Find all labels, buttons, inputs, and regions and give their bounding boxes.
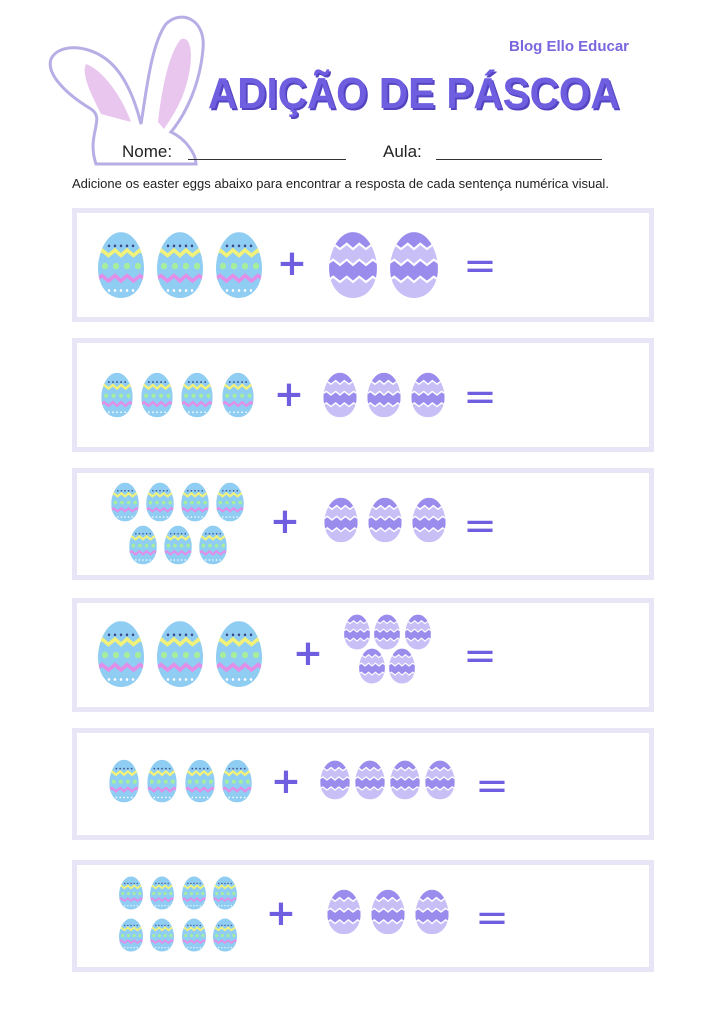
purple-egg-icon (411, 497, 447, 543)
purple-egg-icon (354, 760, 386, 800)
purple-egg-icon (343, 614, 371, 650)
purple-egg-icon (414, 889, 450, 935)
purple-egg-icon (366, 372, 402, 418)
blue-egg-icon (155, 620, 205, 688)
blue-egg-icon (221, 372, 255, 418)
blue-egg-icon (181, 876, 207, 910)
plus-sign: + (276, 243, 308, 284)
purple-egg-icon (388, 231, 440, 299)
blue-egg-icon (110, 482, 140, 522)
blue-egg-icon (214, 620, 264, 688)
purple-egg-icon (410, 372, 446, 418)
purple-egg-icon (319, 760, 351, 800)
blue-egg-icon (155, 231, 205, 299)
equals-sign-answer[interactable]: = (475, 763, 509, 809)
blue-egg-icon (163, 525, 193, 565)
class-label: Aula: (383, 142, 422, 161)
instructions: Adicione os easter eggs abaixo para enco… (72, 176, 609, 191)
purple-egg-icon (373, 614, 401, 650)
equals-sign-answer[interactable]: = (463, 503, 497, 549)
plus-sign: + (292, 633, 324, 674)
brand-label: Blog Ello Educar (509, 38, 630, 55)
purple-egg-icon (326, 889, 362, 935)
blue-egg-icon (180, 482, 210, 522)
purple-egg-icon (370, 889, 406, 935)
purple-egg-icon (327, 231, 379, 299)
blue-egg-icon (212, 918, 238, 952)
purple-egg-icon (323, 497, 359, 543)
blue-egg-icon (128, 525, 158, 565)
problem-box (72, 468, 654, 580)
blue-egg-icon (118, 876, 144, 910)
name-label: Nome: (122, 142, 173, 161)
blue-egg-icon (180, 372, 214, 418)
blue-egg-icon (140, 372, 174, 418)
plus-sign: + (270, 761, 302, 802)
purple-egg-icon (322, 372, 358, 418)
blue-egg-icon (118, 918, 144, 952)
blue-egg-icon (221, 759, 253, 803)
equals-sign-answer[interactable]: = (463, 243, 497, 289)
purple-egg-icon (388, 648, 416, 684)
equals-sign-answer[interactable]: = (475, 895, 509, 941)
purple-egg-icon (424, 760, 456, 800)
equals-sign-answer[interactable]: = (463, 374, 497, 420)
purple-egg-icon (389, 760, 421, 800)
blue-egg-icon (149, 918, 175, 952)
bunny-ears-illustration (48, 15, 205, 166)
class-field[interactable] (436, 159, 602, 160)
blue-egg-icon (212, 876, 238, 910)
blue-egg-icon (184, 759, 216, 803)
blue-egg-icon (198, 525, 228, 565)
blue-egg-icon (108, 759, 140, 803)
plus-sign: + (269, 501, 301, 542)
blue-egg-icon (100, 372, 134, 418)
purple-egg-icon (404, 614, 432, 650)
blue-egg-icon (96, 620, 146, 688)
blue-egg-icon (146, 759, 178, 803)
purple-egg-icon (358, 648, 386, 684)
blue-egg-icon (96, 231, 146, 299)
blue-egg-icon (181, 918, 207, 952)
purple-egg-icon (367, 497, 403, 543)
blue-egg-icon (215, 482, 245, 522)
page-title: ADIÇÃO DE PÁSCOA (208, 69, 620, 118)
plus-sign: + (273, 374, 305, 415)
blue-egg-icon (149, 876, 175, 910)
problem-box (72, 860, 654, 972)
plus-sign: + (265, 893, 297, 934)
blue-egg-icon (214, 231, 264, 299)
blue-egg-icon (145, 482, 175, 522)
equals-sign-answer[interactable]: = (463, 633, 497, 679)
name-field[interactable] (188, 159, 346, 160)
